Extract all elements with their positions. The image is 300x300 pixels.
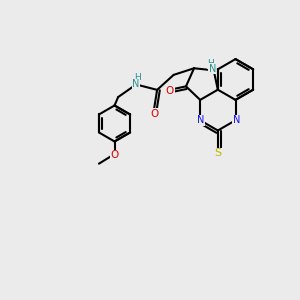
Text: O: O: [110, 150, 119, 160]
Text: N: N: [133, 80, 140, 89]
Text: S: S: [214, 148, 221, 158]
Text: N: N: [208, 64, 216, 74]
Text: N: N: [197, 115, 205, 125]
Text: O: O: [150, 109, 158, 119]
Text: H: H: [207, 59, 214, 68]
Text: N: N: [233, 115, 240, 125]
Text: O: O: [166, 86, 174, 96]
Text: H: H: [134, 74, 141, 82]
